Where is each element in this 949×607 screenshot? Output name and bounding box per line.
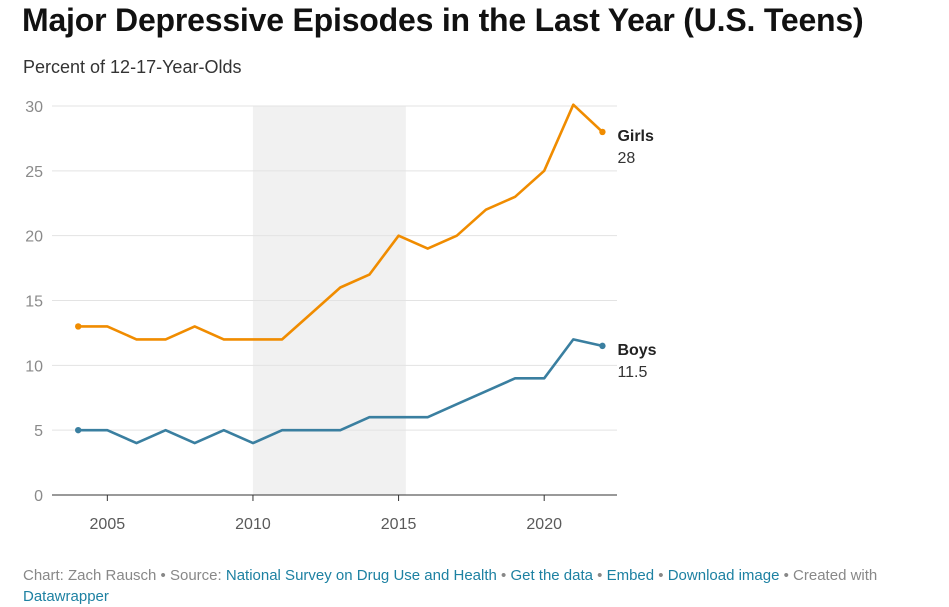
get-data-link[interactable]: Get the data [510, 567, 593, 584]
series-line-boys [76, 338, 604, 445]
series-label-girls: Girls [617, 128, 654, 145]
chart-subtitle: Percent of 12-17-Year-Olds [23, 57, 242, 77]
y-tick-label: 0 [34, 488, 43, 505]
y-tick-label: 25 [25, 164, 43, 181]
series-start-point-boys [75, 426, 82, 434]
y-tick-label: 30 [25, 99, 43, 116]
source-link[interactable]: National Survey on Drug Use and Health [225, 567, 497, 584]
created-with-text: Created with [793, 567, 878, 584]
series-label-boys: Boys [617, 342, 656, 359]
embed-link[interactable]: Embed [606, 567, 655, 584]
x-tick-label: 2005 [90, 516, 126, 533]
series-end-point-boys [599, 342, 606, 350]
y-tick-label: 10 [25, 358, 43, 375]
series-value-label-girls: 28 [617, 150, 635, 167]
line-chart: 0 5 10 15 20 25 30 2005 2010 2015 2020 Girls 28 Boys 1… [25, 99, 656, 533]
chart-title: Major Depressive Episodes in the Last Ye… [22, 2, 864, 38]
source-prefix: Source: [169, 567, 222, 584]
series-value-label-boys: 11.5 [617, 364, 647, 381]
y-tick-label: 5 [34, 423, 43, 440]
x-tick-label: 2010 [235, 516, 271, 533]
series-line-girls [76, 103, 604, 341]
series-start-point-girls [75, 323, 82, 330]
y-tick-label: 20 [25, 229, 43, 246]
y-tick-label: 15 [25, 294, 43, 311]
x-tick-label: 2020 [526, 516, 562, 533]
chart-credit: Chart: Zach Rausch [23, 567, 157, 584]
download-image-link[interactable]: Download image [667, 567, 780, 584]
datawrapper-link[interactable]: Datawrapper [23, 588, 109, 605]
series-end-point-girls [599, 128, 606, 136]
chart-footer: Chart: Zach Rausch • Source: National Su… [23, 567, 878, 605]
x-tick-label: 2015 [381, 516, 417, 533]
